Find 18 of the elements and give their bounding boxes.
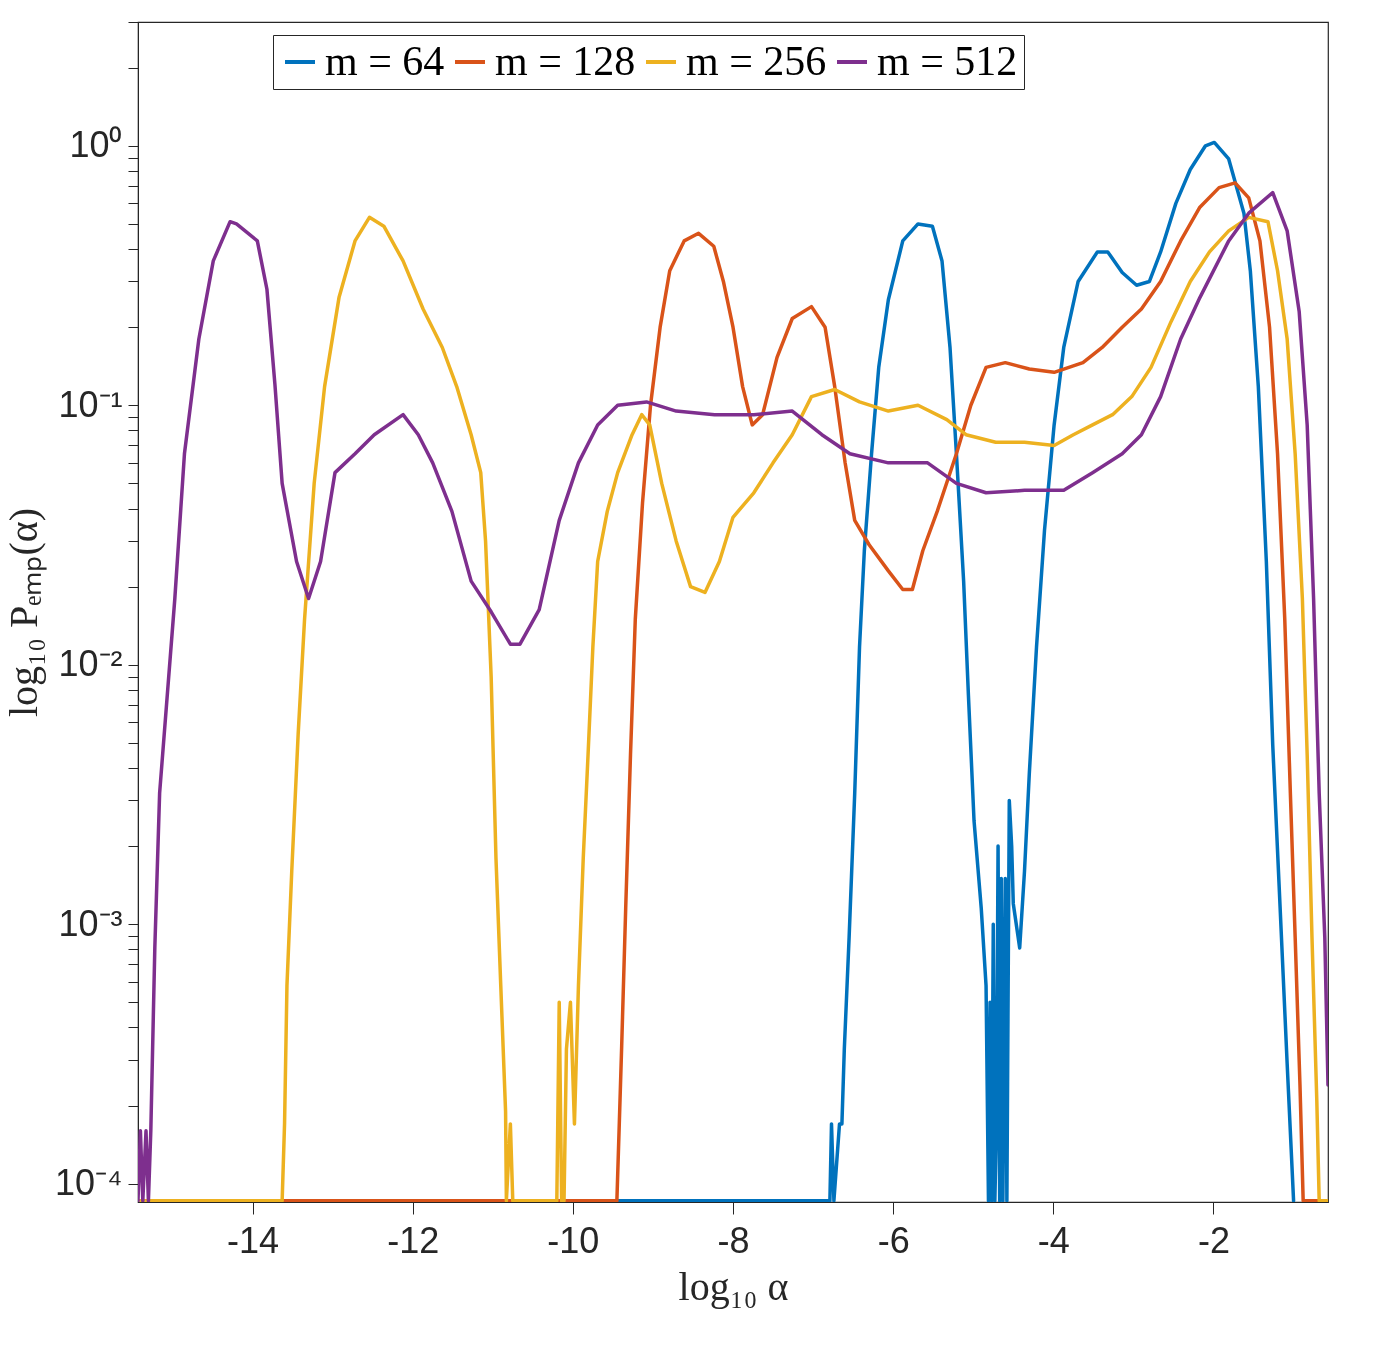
y-tick-label: 10⁻³ — [58, 902, 123, 944]
legend-label: m = 256 — [686, 38, 827, 84]
x-tick-label: -6 — [877, 1219, 910, 1261]
x-tick-label: -12 — [387, 1219, 440, 1261]
x-tick-label: -8 — [717, 1219, 750, 1261]
x-tick-label: -4 — [1037, 1219, 1070, 1261]
x-axis-title: log₁₀ α — [678, 1263, 789, 1309]
y-tick-label: 10⁻¹ — [58, 383, 123, 425]
x-tick-label: -2 — [1197, 1219, 1230, 1261]
y-tick-label: 10⁻² — [58, 643, 123, 685]
y-tick-label: 10⁰ — [69, 124, 123, 166]
legend-label: m = 128 — [495, 38, 636, 84]
x-tick-label: -10 — [547, 1219, 600, 1261]
x-tick-label: -14 — [227, 1219, 280, 1261]
legend-label: m = 64 — [325, 38, 445, 84]
legend-label: m = 512 — [877, 38, 1018, 84]
y-tick-label: 10⁻⁴ — [54, 1162, 123, 1204]
y-axis-title: log₁₀ Pₑₘₚ(α) — [0, 507, 47, 718]
